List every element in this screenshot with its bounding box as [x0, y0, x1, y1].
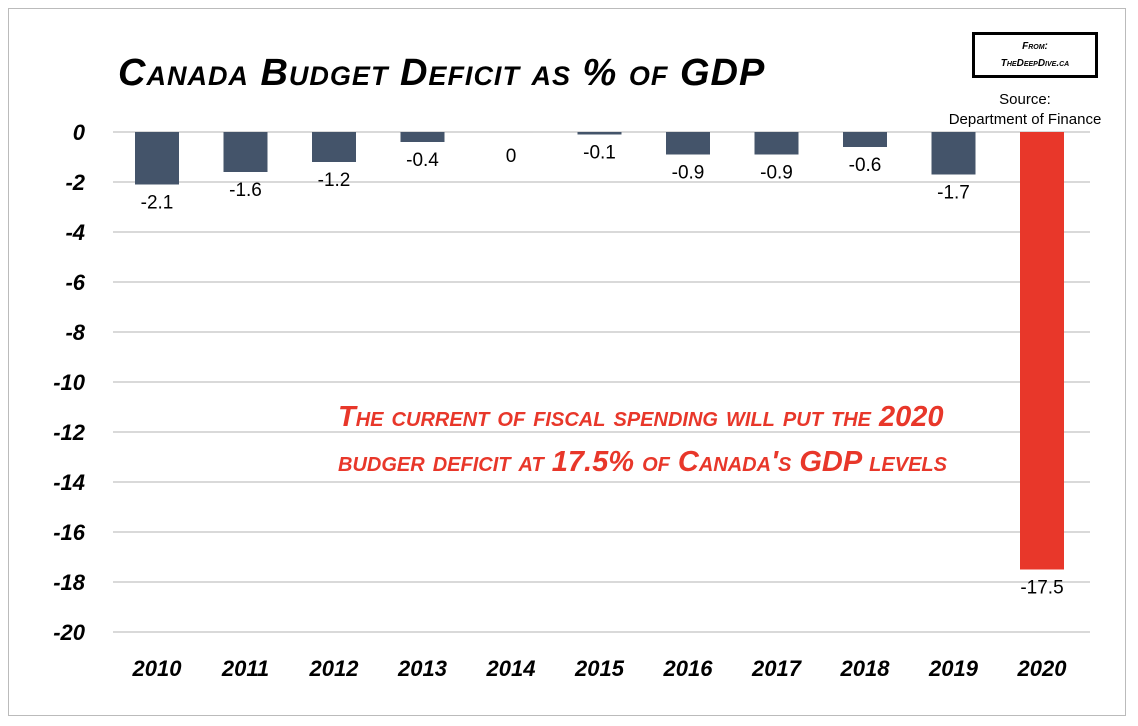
- data-label: -0.6: [849, 155, 882, 176]
- data-label: -0.9: [760, 163, 793, 184]
- y-tick-label: -4: [65, 220, 85, 245]
- y-tick-label: -12: [53, 420, 86, 445]
- bar-2020: [1020, 132, 1064, 570]
- x-tick-label: 2014: [486, 656, 536, 681]
- data-label: -1.7: [937, 183, 970, 204]
- bar-2013: [400, 132, 445, 142]
- bar-2018: [843, 132, 887, 147]
- source-note: Source: Department of Finance: [930, 90, 1120, 130]
- bar-2010: [135, 132, 179, 185]
- x-tick-label: 2012: [309, 656, 360, 681]
- chart-frame: [8, 8, 1126, 716]
- x-tick-label: 2018: [840, 656, 891, 681]
- x-tick-label: 2011: [221, 656, 269, 681]
- x-tick-label: 2019: [928, 656, 979, 681]
- source-value: Department of Finance: [948, 111, 1102, 128]
- bar-2012: [312, 132, 356, 162]
- y-tick-label: -16: [53, 520, 86, 545]
- x-tick-label: 2017: [751, 656, 803, 681]
- y-tick-label: -8: [65, 320, 85, 345]
- y-tick-label: -18: [53, 570, 86, 595]
- source-label: Source:: [999, 91, 1051, 108]
- x-tick-label: 2020: [1017, 656, 1068, 681]
- y-tick-label: -20: [53, 620, 86, 645]
- y-tick-label: -6: [65, 270, 85, 295]
- x-tick-label: 2013: [397, 656, 447, 681]
- bar-2011: [223, 132, 268, 172]
- source-badge-logo: From: TheDeepDive.ca: [972, 32, 1098, 78]
- annotation-text: The current of fiscal spending will put …: [338, 401, 947, 478]
- data-label: -2.1: [141, 193, 174, 214]
- data-label: -0.9: [672, 163, 705, 184]
- data-label: -0.4: [406, 150, 439, 171]
- y-tick-label: -10: [53, 370, 86, 395]
- bar-2019: [931, 132, 976, 175]
- x-tick-label: 2016: [663, 656, 714, 681]
- y-tick-label: 0: [73, 120, 86, 145]
- y-tick-label: -2: [65, 170, 85, 195]
- data-label: -1.2: [318, 170, 351, 191]
- x-tick-label: 2015: [574, 656, 625, 681]
- bar-2015: [577, 132, 622, 135]
- data-label: -17.5: [1020, 578, 1063, 599]
- data-label: -0.1: [583, 143, 616, 164]
- x-tick-label: 2010: [132, 656, 183, 681]
- y-tick-label: -14: [53, 470, 85, 495]
- data-label: -1.6: [229, 180, 262, 201]
- chart-title: Canada Budget Deficit as % of GDP: [118, 52, 766, 94]
- bar-2016: [666, 132, 710, 155]
- data-label: 0: [506, 146, 517, 167]
- badge-line2: TheDeepDive.ca: [1000, 58, 1070, 69]
- bar-2017: [754, 132, 799, 155]
- badge-line1: From:: [1022, 41, 1048, 52]
